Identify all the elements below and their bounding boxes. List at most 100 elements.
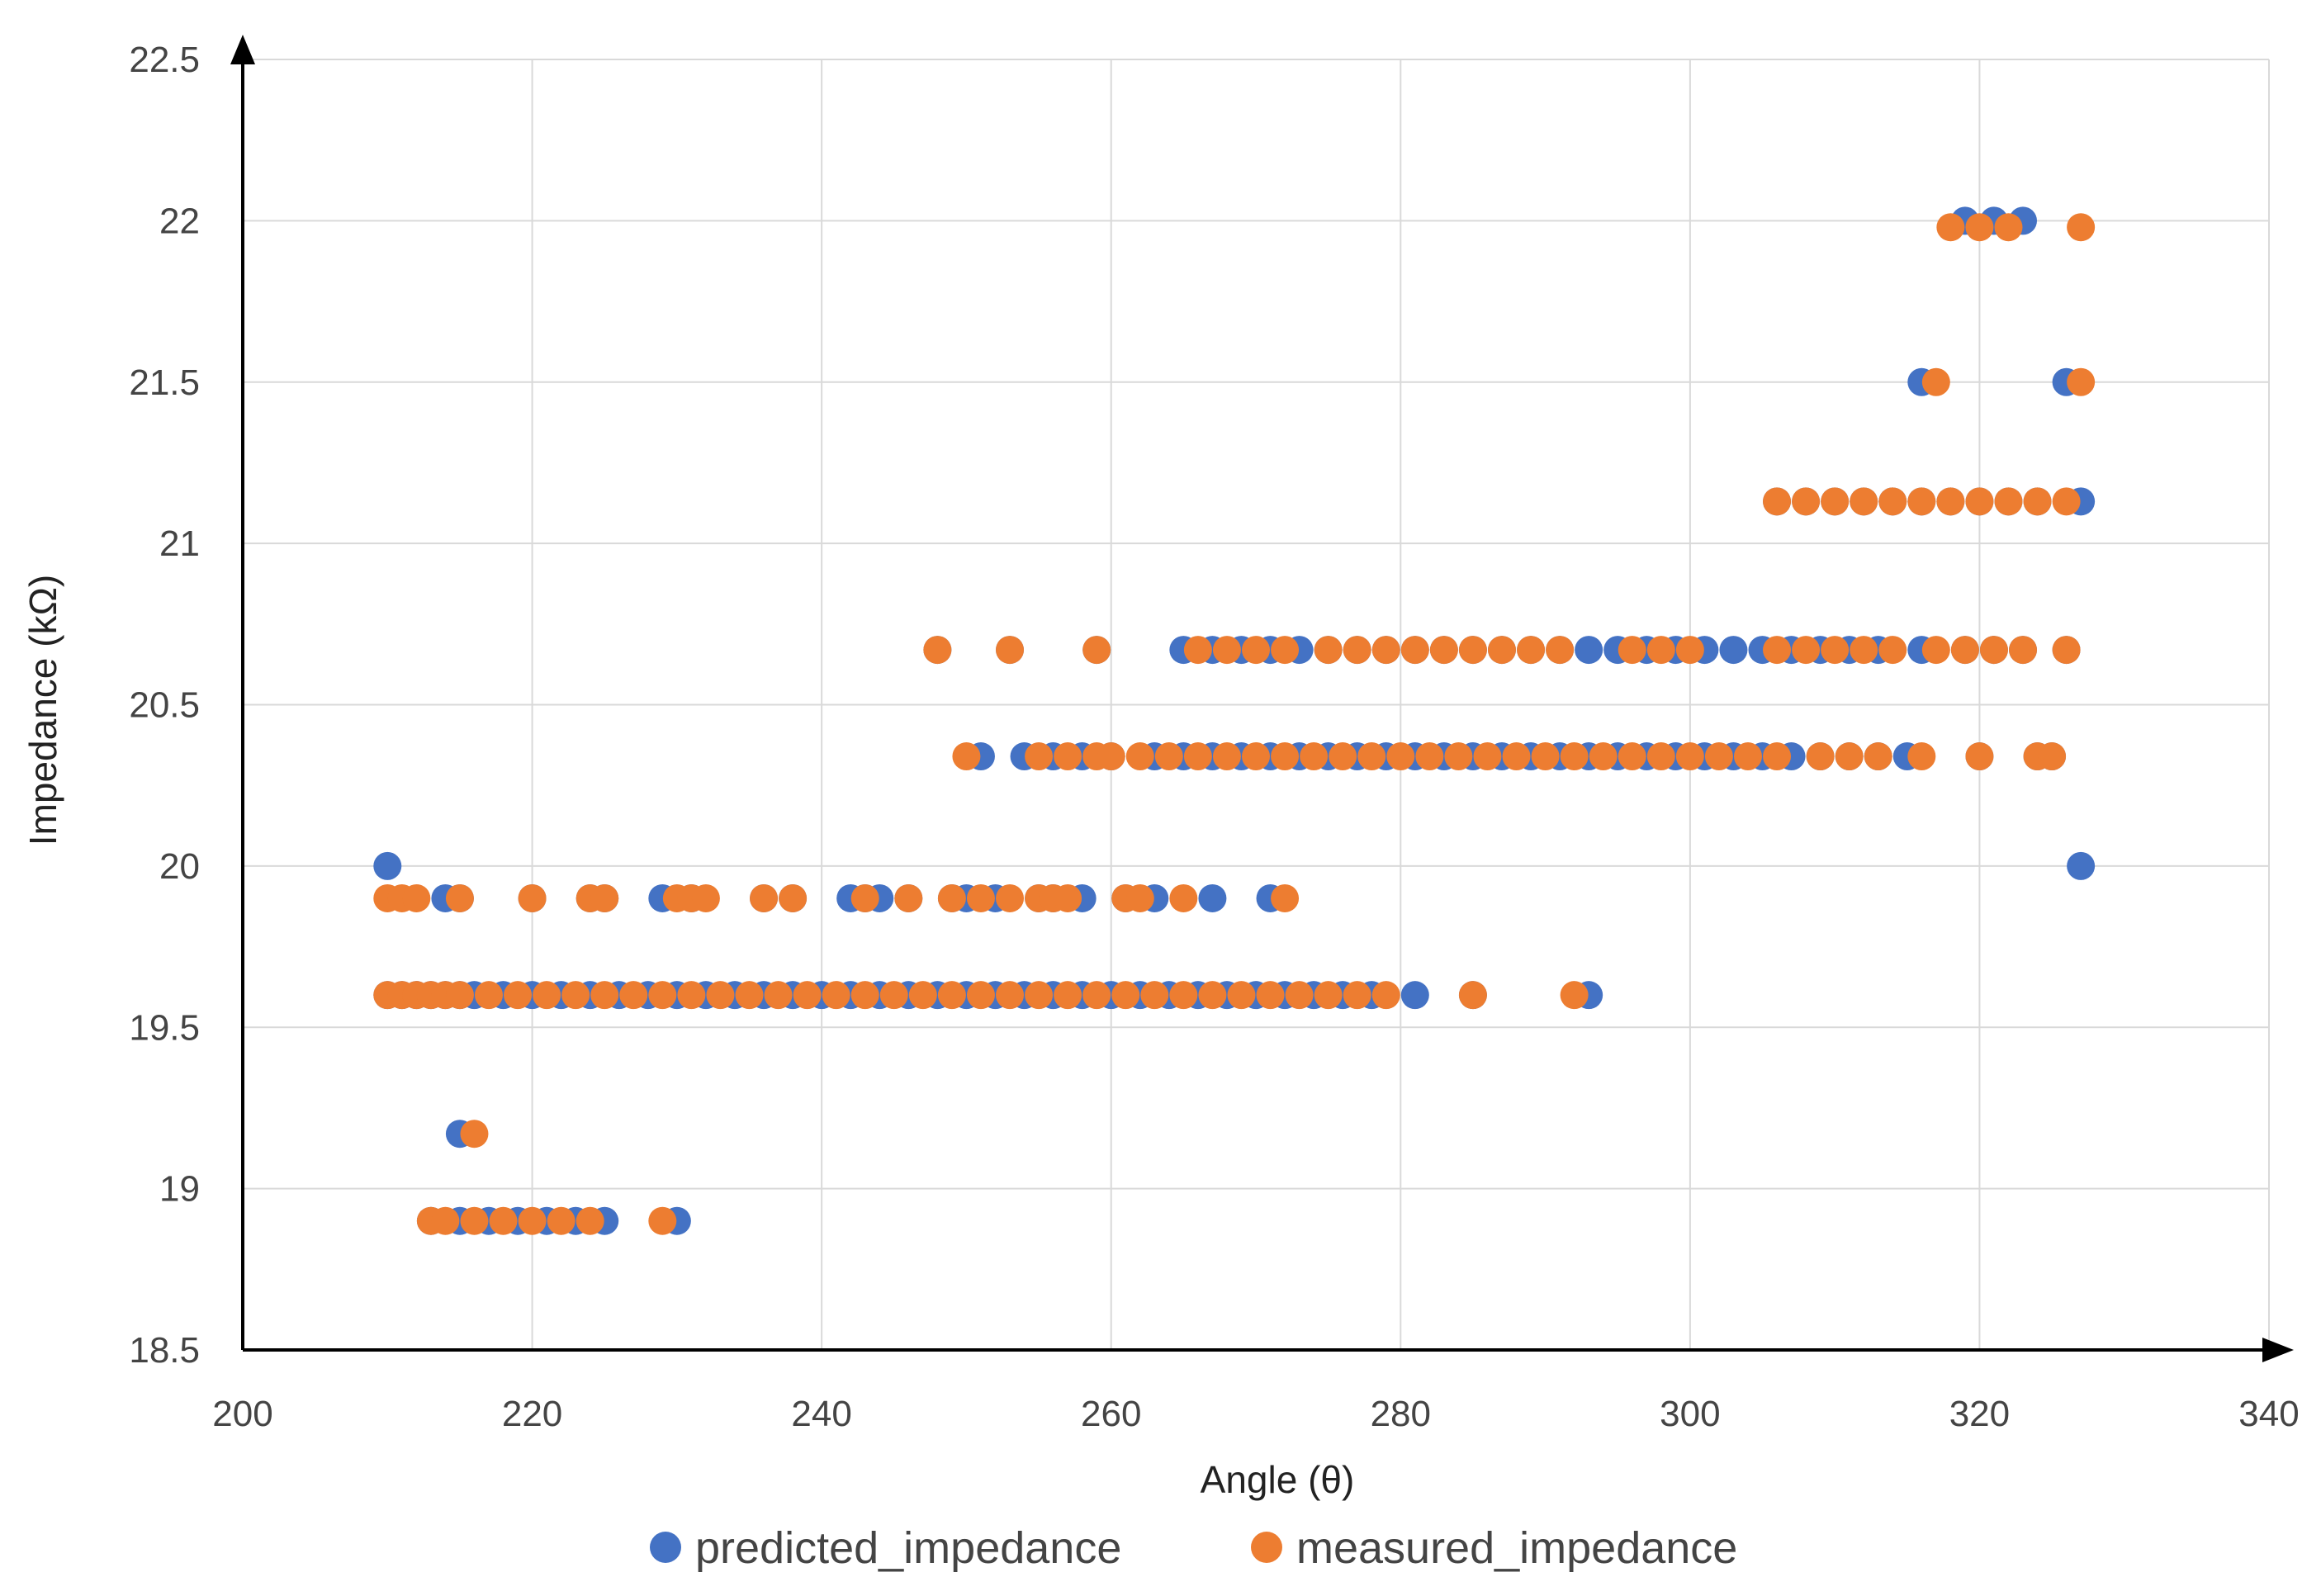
measured-point xyxy=(1560,742,1589,771)
measured-point xyxy=(1646,742,1675,771)
x-tick-label: 220 xyxy=(502,1394,562,1434)
measured-point xyxy=(561,981,590,1010)
measured-point xyxy=(648,981,677,1010)
legend-marker-predicted xyxy=(650,1532,681,1563)
y-tick-label: 21 xyxy=(159,523,200,564)
y-tick-labels: 18.5 19 19.5 20 20.5 21 21.5 22 22.5 xyxy=(129,40,200,1371)
measured-point xyxy=(1314,636,1343,665)
legend: predicted_impedance measured_impedance xyxy=(650,1523,1737,1573)
measured-point xyxy=(1806,742,1835,771)
measured-point xyxy=(1242,742,1270,771)
measured-point xyxy=(1965,487,1994,516)
measured-point xyxy=(1936,213,1965,242)
measured-point xyxy=(1792,636,1821,665)
measured-point xyxy=(1994,213,2023,242)
series-measured_impedance xyxy=(373,213,2096,1235)
legend-label-measured: measured_impedance xyxy=(1296,1523,1737,1573)
measured-point xyxy=(1546,636,1575,665)
measured-point xyxy=(1878,487,1907,516)
measured-point xyxy=(1357,742,1386,771)
measured-point xyxy=(1864,742,1892,771)
measured-point xyxy=(1125,742,1154,771)
measured-point xyxy=(996,981,1025,1010)
x-tick-label: 280 xyxy=(1371,1394,1431,1434)
measured-point xyxy=(1054,883,1082,912)
predicted-point xyxy=(1400,981,1429,1010)
measured-point xyxy=(504,981,533,1010)
measured-point xyxy=(1329,742,1357,771)
y-tick-label: 20.5 xyxy=(129,685,200,726)
y-tick-label: 22.5 xyxy=(129,40,200,80)
predicted-point xyxy=(1575,636,1603,665)
measured-point xyxy=(1675,636,1704,665)
measured-point xyxy=(1473,742,1502,771)
measured-point xyxy=(533,981,561,1010)
measured-point xyxy=(1646,636,1675,665)
measured-point xyxy=(706,981,735,1010)
measured-point xyxy=(1618,636,1646,665)
measured-point xyxy=(2067,213,2096,242)
measured-point xyxy=(1415,742,1444,771)
measured-point xyxy=(518,1206,547,1235)
measured-point xyxy=(1965,742,1994,771)
measured-point xyxy=(1169,883,1198,912)
measured-point xyxy=(966,883,995,912)
measured-point xyxy=(764,981,793,1010)
measured-point xyxy=(1589,742,1618,771)
measured-point xyxy=(1082,981,1111,1010)
x-tick-labels: 200 220 240 260 280 300 320 340 xyxy=(212,1394,2299,1434)
x-tick-label: 260 xyxy=(1081,1394,1141,1434)
measured-point xyxy=(1140,981,1169,1010)
measured-point xyxy=(576,1206,604,1235)
measured-point xyxy=(1979,636,2008,665)
measured-point xyxy=(1371,636,1400,665)
y-tick-label: 18.5 xyxy=(129,1330,200,1371)
measured-point xyxy=(2038,742,2067,771)
measured-point xyxy=(1271,742,1300,771)
measured-point xyxy=(1054,742,1082,771)
measured-point xyxy=(1907,487,1936,516)
measured-point xyxy=(1097,742,1125,771)
measured-point xyxy=(1531,742,1560,771)
measured-point xyxy=(1921,367,1950,396)
measured-point xyxy=(1675,742,1704,771)
measured-point xyxy=(445,883,474,912)
measured-point xyxy=(1487,636,1516,665)
measured-point xyxy=(1212,636,1241,665)
measured-point xyxy=(1458,981,1487,1010)
x-axis-title: Angle (θ) xyxy=(1201,1458,1355,1501)
measured-point xyxy=(1400,636,1429,665)
measured-point xyxy=(691,883,720,912)
measured-point xyxy=(1733,742,1762,771)
series-predicted_impedance xyxy=(373,206,2096,1235)
measured-point xyxy=(894,883,923,912)
measured-point xyxy=(677,981,706,1010)
measured-point xyxy=(750,883,779,912)
measured-point xyxy=(547,1206,576,1235)
measured-point xyxy=(2067,367,2096,396)
x-tick-label: 340 xyxy=(2238,1394,2299,1434)
measured-point xyxy=(996,883,1025,912)
measured-point xyxy=(590,981,619,1010)
measured-point xyxy=(460,1206,489,1235)
measured-point xyxy=(1111,981,1140,1010)
measured-point xyxy=(1458,636,1487,665)
measured-point xyxy=(1502,742,1531,771)
measured-point xyxy=(822,981,850,1010)
x-tick-label: 200 xyxy=(212,1394,272,1434)
measured-point xyxy=(402,883,431,912)
measured-point xyxy=(1994,487,2023,516)
measured-point xyxy=(2052,636,2081,665)
measured-point xyxy=(2052,487,2081,516)
measured-point xyxy=(431,1206,460,1235)
measured-point xyxy=(1936,487,1965,516)
measured-point xyxy=(474,981,503,1010)
measured-point xyxy=(1183,742,1212,771)
measured-point xyxy=(1198,981,1227,1010)
measured-point xyxy=(1950,636,1979,665)
measured-point xyxy=(518,883,547,912)
measured-point xyxy=(1792,487,1821,516)
x-tick-label: 300 xyxy=(1660,1394,1720,1434)
measured-point xyxy=(1025,981,1054,1010)
